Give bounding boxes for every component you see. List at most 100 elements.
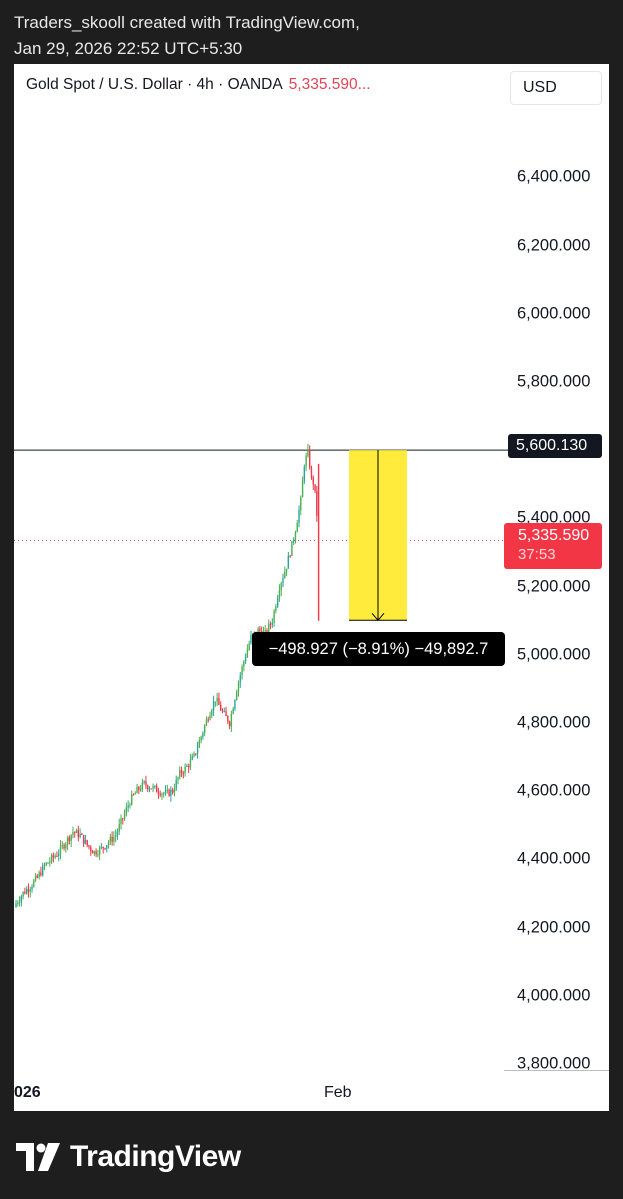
axis-separator — [504, 1070, 609, 1071]
candle-body — [111, 836, 113, 842]
candle-body — [95, 851, 97, 855]
price-plot[interactable] — [14, 64, 609, 1111]
candle-body — [273, 611, 275, 623]
tradingview-wordmark: TradingView — [70, 1140, 241, 1173]
candle-body — [154, 785, 156, 787]
candle-body — [200, 736, 202, 741]
candle-body — [59, 845, 62, 855]
candle-body — [191, 756, 193, 760]
candle-body — [312, 477, 314, 485]
candle-body — [150, 788, 152, 790]
candle-body — [179, 769, 181, 778]
chart-panel[interactable]: Gold Spot / U.S. Dollar · 4h · OANDA 5,33… — [14, 64, 609, 1111]
candle-body — [303, 466, 306, 481]
timestamp-line: Jan 29, 2026 22:52 UTC+5:30 — [14, 39, 243, 58]
candle-body — [189, 759, 192, 768]
candle-body — [98, 847, 101, 855]
candle-body — [163, 793, 165, 795]
candle-body — [45, 862, 47, 865]
candle-body — [107, 842, 110, 846]
candle-body — [292, 540, 295, 542]
candle-body — [33, 880, 35, 887]
candle-body — [227, 715, 229, 723]
candle-body — [193, 753, 195, 757]
candle-body — [63, 845, 65, 849]
candle-body — [216, 698, 218, 702]
candle-body — [125, 807, 128, 814]
candle-body — [275, 606, 277, 612]
candle-body — [148, 788, 151, 790]
candle-body — [93, 851, 96, 854]
y-tick-label: 6,400.000 — [517, 167, 591, 186]
candle-body — [36, 875, 39, 878]
candle-body — [205, 719, 208, 726]
candle-body — [241, 666, 243, 676]
candle-body — [66, 837, 69, 845]
y-tick-label: 6,200.000 — [517, 236, 591, 255]
candle-body — [177, 777, 179, 780]
candle-body — [29, 889, 31, 892]
measure-arrow-head — [371, 612, 385, 622]
candle-body — [18, 901, 21, 903]
candle-body — [161, 793, 163, 796]
candle-body — [316, 491, 318, 516]
candle-body — [139, 789, 142, 791]
candle-body — [164, 791, 167, 794]
candle-body — [77, 830, 79, 838]
candle-body — [84, 840, 87, 844]
candle-body — [173, 789, 176, 793]
candle-body — [134, 793, 136, 795]
candle-body — [143, 781, 145, 783]
candle-body — [157, 792, 160, 794]
candle-body — [246, 649, 249, 658]
candle-body — [296, 523, 298, 533]
last-price-value: 5,335.590 — [518, 527, 590, 544]
candle-body — [225, 711, 227, 716]
candle-body — [47, 862, 49, 864]
candle-body — [25, 889, 28, 894]
candle-body — [24, 891, 26, 894]
candle-body — [102, 846, 104, 849]
candle-body — [257, 628, 259, 634]
candle-body — [212, 701, 215, 711]
candle-body — [155, 785, 158, 793]
candle-body — [285, 568, 288, 572]
candle-body — [278, 590, 281, 599]
candle-body — [266, 630, 268, 633]
candle-body — [91, 850, 94, 854]
candle-body — [248, 643, 250, 650]
candle-body — [305, 456, 307, 467]
candle-body — [122, 818, 124, 820]
candle-body — [175, 779, 177, 790]
candle-body — [207, 719, 209, 721]
candle-body — [196, 747, 199, 754]
candle-body — [230, 713, 233, 727]
candle-body — [114, 835, 117, 837]
candle-body — [15, 903, 17, 908]
y-tick-label: 4,000.000 — [517, 986, 591, 1005]
author-line: Traders_skooll created with TradingView.… — [14, 13, 360, 32]
candle-body — [136, 787, 138, 794]
candle-body — [243, 661, 245, 667]
candle-body — [180, 769, 183, 774]
candle-body — [291, 541, 293, 557]
candle-body — [31, 886, 33, 890]
candle-body — [198, 740, 201, 748]
y-tick-label: 5,200.000 — [517, 577, 591, 596]
candle-body — [307, 449, 309, 457]
candle-body — [116, 831, 119, 836]
candle-body — [129, 804, 131, 806]
candle-body — [152, 786, 154, 789]
candle-body — [218, 698, 220, 705]
candle-body — [82, 834, 85, 844]
y-tick-label: 4,200.000 — [517, 918, 591, 937]
symbol-title[interactable]: Gold Spot / U.S. Dollar · 4h · OANDA 5,33… — [26, 76, 371, 94]
candle-body — [284, 571, 286, 579]
candle-body — [182, 773, 185, 775]
candle-body — [75, 830, 78, 833]
candle-body — [310, 467, 313, 478]
y-tick-label: 5,000.000 — [517, 645, 591, 664]
candle-body — [79, 833, 81, 838]
candle-body — [49, 861, 51, 863]
currency-button[interactable]: USD — [510, 71, 602, 105]
